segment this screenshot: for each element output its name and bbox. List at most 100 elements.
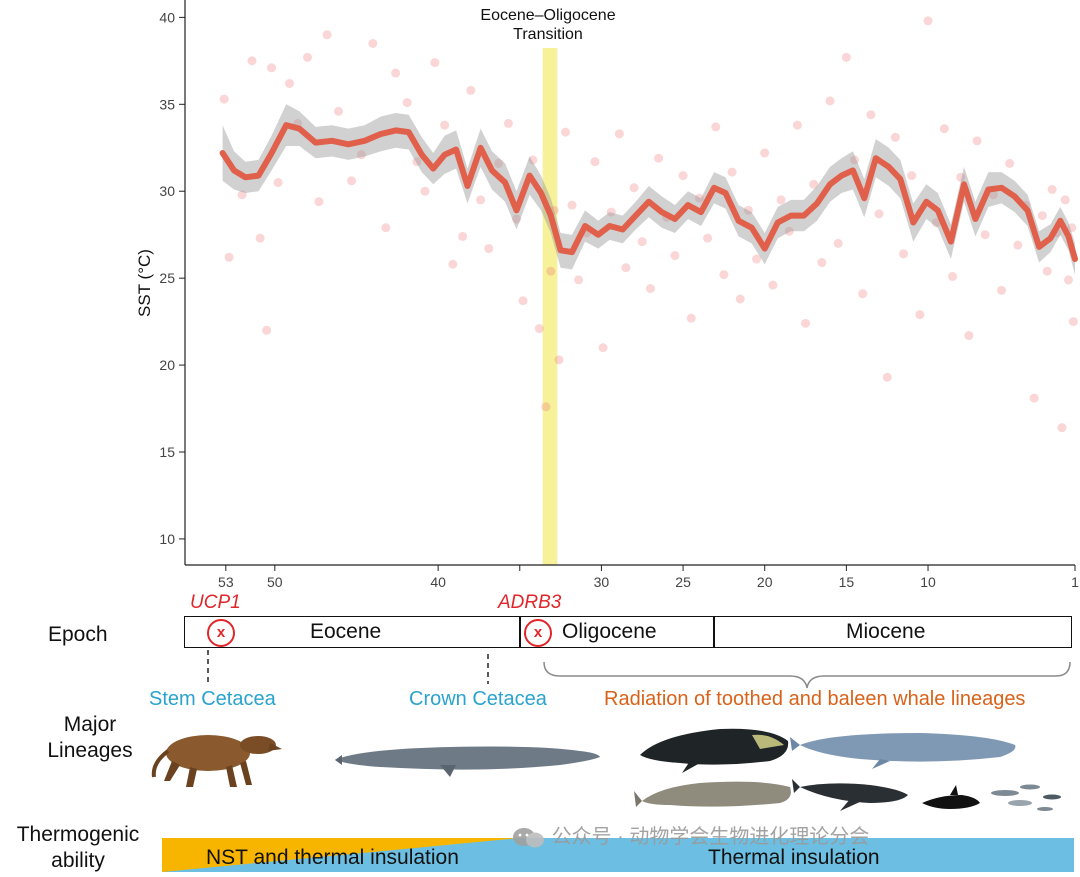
gene-adrb3-label: ADRB3 bbox=[498, 592, 562, 613]
dolphins-illustration bbox=[991, 784, 1061, 811]
observation-point bbox=[654, 153, 664, 163]
observation-point bbox=[458, 231, 468, 241]
observation-point bbox=[694, 193, 704, 203]
y-tick-label: 20 bbox=[159, 357, 175, 373]
major-lineages-line1: Major bbox=[63, 713, 117, 736]
y-tick-label: 35 bbox=[159, 96, 175, 112]
observation-point bbox=[711, 122, 721, 132]
observation-point bbox=[448, 259, 458, 269]
observation-point bbox=[224, 252, 234, 262]
observation-point bbox=[727, 167, 737, 177]
observation-point bbox=[528, 155, 538, 165]
observation-point bbox=[356, 150, 366, 160]
observation-point bbox=[776, 195, 786, 205]
observation-point bbox=[817, 258, 827, 268]
observation-point bbox=[314, 197, 324, 207]
adrb3-loss-icon: x bbox=[524, 619, 552, 647]
observation-point bbox=[273, 178, 283, 188]
insulation-band-label: Thermal insulation bbox=[708, 846, 880, 869]
observation-point bbox=[956, 172, 966, 182]
observation-point bbox=[574, 275, 584, 285]
major-lineages-line2: Lineages bbox=[47, 739, 133, 762]
observation-point bbox=[735, 294, 745, 304]
y-tick-label: 40 bbox=[159, 9, 175, 25]
y-tick-label: 15 bbox=[159, 444, 175, 460]
observation-point bbox=[302, 52, 312, 62]
observation-point bbox=[262, 325, 272, 335]
observation-point bbox=[621, 263, 631, 273]
x-tick-label: 53 bbox=[218, 574, 234, 590]
observation-point bbox=[285, 78, 295, 88]
x-tick-label: 30 bbox=[594, 574, 610, 590]
observation-point bbox=[629, 183, 639, 193]
observation-point bbox=[476, 195, 486, 205]
x-tick-label: 25 bbox=[675, 574, 691, 590]
observation-point bbox=[546, 266, 556, 276]
observation-point bbox=[980, 230, 990, 240]
observation-point bbox=[768, 280, 778, 290]
y-ticks: 10 15 20 25 30 35 40 bbox=[159, 9, 185, 547]
observation-point bbox=[347, 176, 357, 186]
observation-point bbox=[1068, 317, 1078, 327]
nst-band bbox=[162, 838, 520, 872]
x-tick-label: 15 bbox=[839, 574, 855, 590]
observation-point bbox=[590, 157, 600, 167]
observation-point bbox=[637, 237, 647, 247]
observation-point bbox=[466, 85, 476, 95]
orca-illustration bbox=[922, 785, 980, 809]
observation-point bbox=[1063, 275, 1073, 285]
thermogenic-band bbox=[162, 838, 1074, 872]
observation-point bbox=[923, 16, 933, 26]
observation-point bbox=[645, 284, 655, 294]
transition-band bbox=[542, 48, 558, 565]
observation-point bbox=[1060, 195, 1070, 205]
epoch-miocene-label: Miocene bbox=[846, 620, 926, 643]
x-tick-label: 1 bbox=[1071, 574, 1079, 590]
observation-point bbox=[247, 56, 257, 66]
observation-point bbox=[518, 296, 528, 306]
observation-point bbox=[567, 200, 577, 210]
y-tick-label: 25 bbox=[159, 270, 175, 286]
confidence-band bbox=[222, 104, 1076, 275]
observation-point bbox=[907, 171, 917, 181]
wechat-icon bbox=[512, 827, 546, 849]
observation-point bbox=[560, 127, 570, 137]
transition-label-line2: Transition bbox=[513, 26, 583, 43]
observation-point bbox=[322, 30, 332, 40]
observation-point bbox=[494, 158, 504, 168]
observation-point bbox=[972, 136, 982, 146]
epoch-eocene-label: Eocene bbox=[310, 620, 382, 643]
epoch-miocene-box bbox=[713, 616, 1072, 648]
observation-point bbox=[743, 205, 753, 215]
observation-point bbox=[1067, 223, 1077, 233]
observation-point bbox=[430, 58, 440, 68]
observation-point bbox=[825, 96, 835, 106]
observation-point bbox=[841, 52, 851, 62]
observation-point bbox=[874, 209, 884, 219]
observation-point bbox=[850, 155, 860, 165]
connectors bbox=[207, 650, 1071, 689]
x-ticks: 53 50 40 30 25 20 15 10 1 bbox=[218, 565, 1079, 590]
observation-point bbox=[237, 190, 247, 200]
humpback-whale-illustration bbox=[792, 779, 908, 811]
observation-point bbox=[719, 270, 729, 280]
observation-point bbox=[554, 355, 564, 365]
observation-point bbox=[484, 244, 494, 254]
observation-point bbox=[882, 372, 892, 382]
watermark-text: 公众号 · 动物学会生物进化理论分会 bbox=[551, 826, 870, 848]
transition-label-line1: Eocene–Oligocene bbox=[480, 7, 615, 24]
observation-point bbox=[402, 98, 412, 108]
observation-point bbox=[391, 68, 401, 78]
epoch-oligocene-label: Oligocene bbox=[562, 620, 657, 643]
observation-point bbox=[1057, 423, 1067, 433]
observation-point bbox=[1013, 240, 1023, 250]
observation-point bbox=[440, 120, 450, 130]
right-whale-illustration bbox=[640, 728, 789, 773]
x-tick-label: 50 bbox=[267, 574, 283, 590]
watermark: 公众号 · 动物学会生物进化理论分会 bbox=[512, 820, 869, 849]
observation-point bbox=[381, 223, 391, 233]
observation-point bbox=[703, 233, 713, 243]
observation-point bbox=[412, 157, 422, 167]
observation-point bbox=[760, 148, 770, 158]
observation-point bbox=[858, 289, 868, 299]
